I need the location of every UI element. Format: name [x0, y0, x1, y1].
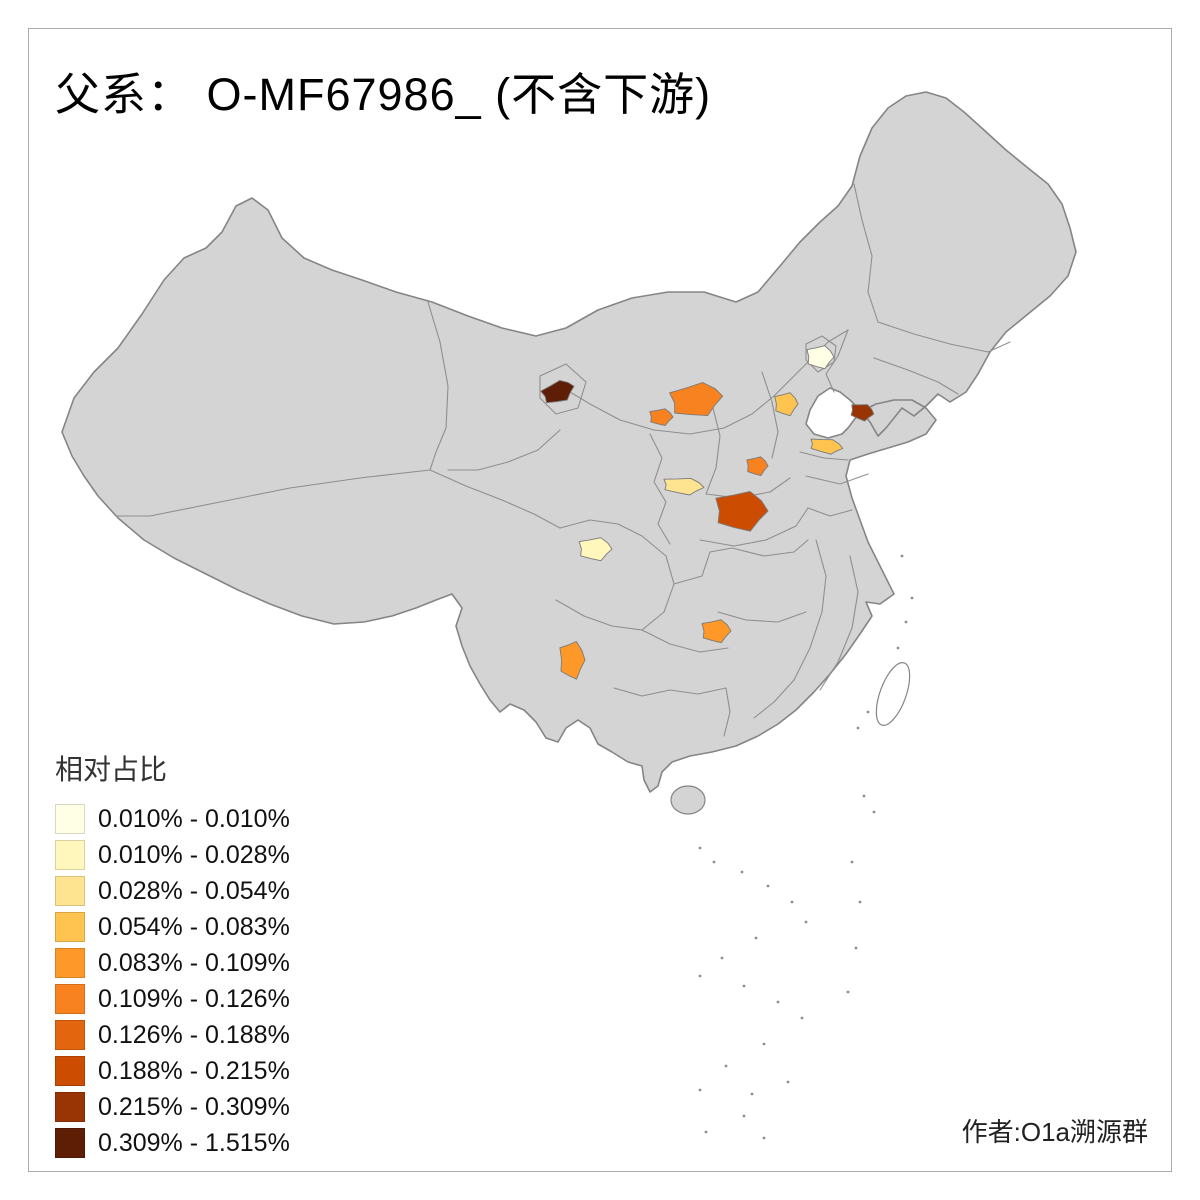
islet-dot: [754, 936, 758, 940]
islet-dot: [712, 860, 716, 864]
legend: 相对占比 0.010% - 0.010% 0.010% - 0.028% 0.028…: [55, 748, 290, 1161]
legend-swatch: [55, 1128, 85, 1158]
legend-items: 0.010% - 0.010% 0.010% - 0.028% 0.028% - 0…: [55, 801, 290, 1161]
islet-dot: [856, 726, 860, 730]
legend-item: 0.215% - 0.309%: [55, 1089, 290, 1125]
region-highlight: [715, 491, 769, 532]
islet-dot: [742, 984, 746, 988]
mainland-landmass: [61, 91, 1077, 1140]
islet-dot: [724, 1064, 728, 1068]
legend-item-label: 0.109% - 0.126%: [98, 984, 290, 1013]
islet-dot: [896, 646, 900, 650]
islet-dot: [740, 870, 744, 874]
legend-swatch: [55, 1092, 85, 1122]
highlighted-prefectures: [540, 345, 875, 680]
legend-swatch: [55, 876, 85, 906]
region-highlight: [649, 408, 674, 426]
islet-dot: [698, 846, 702, 850]
legend-item-label: 0.126% - 0.188%: [98, 1020, 290, 1049]
legend-swatch: [55, 912, 85, 942]
islet-dot: [910, 596, 914, 600]
legend-item-label: 0.054% - 0.083%: [98, 912, 290, 941]
legend-swatch: [55, 984, 85, 1014]
islet-dot: [790, 900, 794, 904]
islet-dot: [850, 860, 854, 864]
legend-item-label: 0.188% - 0.215%: [98, 1056, 290, 1085]
legend-item: 0.309% - 1.515%: [55, 1125, 290, 1161]
legend-item: 0.010% - 0.010%: [55, 801, 290, 837]
legend-swatch: [55, 804, 85, 834]
legend-item: 0.109% - 0.126%: [55, 981, 290, 1017]
legend-item-label: 0.083% - 0.109%: [98, 948, 290, 977]
region-highlight: [540, 379, 575, 404]
region-highlight: [850, 404, 875, 422]
region-highlight: [559, 641, 586, 680]
legend-swatch: [55, 948, 85, 978]
islet-dot: [854, 946, 858, 950]
region-highlight: [701, 619, 732, 644]
islet-dot: [800, 1016, 804, 1020]
islet-dot: [804, 920, 808, 924]
islet-dot: [704, 1130, 708, 1134]
china-mainland-shape: [61, 91, 1077, 793]
legend-item-label: 0.010% - 0.028%: [98, 840, 290, 869]
legend-item-label: 0.028% - 0.054%: [98, 876, 290, 905]
region-highlight: [806, 345, 835, 370]
islet-dot: [766, 884, 770, 888]
islet-dot: [750, 1092, 754, 1096]
islet-dot: [762, 1042, 766, 1046]
taiwan-island: [875, 662, 911, 726]
legend-item: 0.010% - 0.028%: [55, 837, 290, 873]
region-highlight: [746, 456, 769, 477]
legend-item-label: 0.215% - 0.309%: [98, 1092, 290, 1121]
legend-item: 0.028% - 0.054%: [55, 873, 290, 909]
legend-item: 0.126% - 0.188%: [55, 1017, 290, 1053]
legend-item: 0.188% - 0.215%: [55, 1053, 290, 1089]
islet-dot: [846, 990, 850, 994]
islet-dot: [742, 1114, 746, 1118]
islet-dot: [698, 974, 702, 978]
islet-dot: [900, 554, 904, 558]
islet-dot: [862, 794, 866, 798]
legend-item: 0.083% - 0.109%: [55, 945, 290, 981]
islet-dot: [786, 1080, 790, 1084]
legend-swatch: [55, 840, 85, 870]
legend-item: 0.054% - 0.083%: [55, 909, 290, 945]
map-title: 父系： O-MF67986_ (不含下游): [55, 69, 712, 120]
legend-item-label: 0.309% - 1.515%: [98, 1128, 290, 1157]
islet-dot: [872, 810, 876, 814]
islet-dot: [776, 1000, 780, 1004]
region-highlight: [669, 382, 724, 417]
small-islands: [698, 554, 914, 1140]
islet-dot: [698, 1088, 702, 1092]
islet-dot: [904, 620, 908, 624]
islet-dot: [858, 900, 862, 904]
legend-title: 相对占比: [55, 754, 168, 785]
region-highlight: [774, 392, 799, 417]
islet-dot: [866, 710, 870, 714]
islet-dot: [720, 956, 724, 960]
region-highlight: [578, 537, 613, 562]
legend-item-label: 0.010% - 0.010%: [98, 804, 290, 833]
islet-dot: [762, 1136, 766, 1140]
region-highlight: [663, 477, 705, 496]
hainan-island: [670, 785, 706, 815]
author-credit: 作者:O1a溯源群: [961, 1117, 1148, 1147]
region-highlight: [810, 438, 844, 455]
legend-swatch: [55, 1056, 85, 1086]
legend-swatch: [55, 1020, 85, 1050]
